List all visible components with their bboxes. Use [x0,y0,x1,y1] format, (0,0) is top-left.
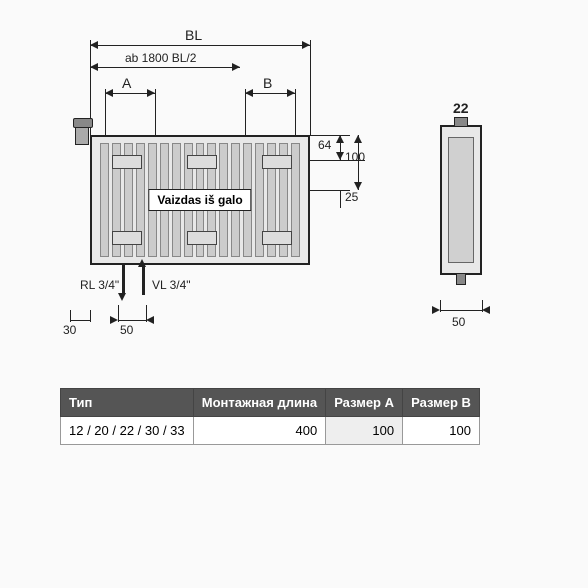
valve-knob-icon [75,125,89,145]
side-type-label: 22 [453,100,469,116]
table-header-row: Тип Монтажная длина Размер A Размер B [61,389,480,417]
dim-b: B [263,75,272,91]
dim-a: A [122,75,131,91]
th-length: Монтажная длина [193,389,325,417]
dim-bl: BL [185,27,202,43]
spec-table: Тип Монтажная длина Размер A Размер B 12… [60,388,480,445]
dim-50-right: 50 [452,315,465,329]
radiator-side-view [440,125,482,275]
dim-30: 30 [63,323,76,337]
td-size-b: 100 [403,417,480,445]
th-size-a: Размер A [326,389,403,417]
td-length: 400 [193,417,325,445]
rear-view-label: Vaizdas iš galo [148,189,251,211]
dim-bl2: ab 1800 BL/2 [125,51,196,65]
th-size-b: Размер B [403,389,480,417]
dim-25: 25 [345,190,358,204]
dim-50-left: 50 [120,323,133,337]
td-size-a: 100 [326,417,403,445]
table-row: 12 / 20 / 22 / 30 / 33 400 100 100 [61,417,480,445]
th-type: Тип [61,389,194,417]
technical-drawing: BL ab 1800 BL/2 A B [60,45,530,355]
rl-label: RL 3/4" [80,278,119,292]
dim-100: 100 [345,150,365,164]
td-type: 12 / 20 / 22 / 30 / 33 [61,417,194,445]
dim-64: 64 [318,138,331,152]
vl-label: VL 3/4" [152,278,191,292]
radiator-front-view: Vaizdas iš galo [90,135,310,265]
